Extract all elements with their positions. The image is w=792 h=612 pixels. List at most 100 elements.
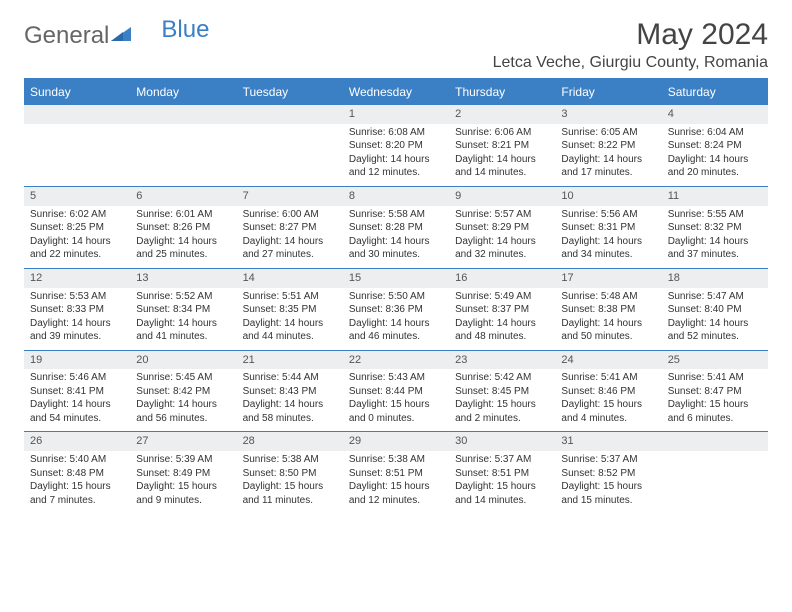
day-detail-cell: Sunrise: 5:47 AMSunset: 8:40 PMDaylight:…	[662, 288, 768, 351]
day-detail-cell: Sunrise: 5:43 AMSunset: 8:44 PMDaylight:…	[343, 369, 449, 432]
daylight-text: Daylight: 14 hours and 56 minutes.	[136, 398, 230, 425]
calendar-page: General Blue May 2024 Letca Veche, Giurg…	[0, 0, 792, 531]
sunrise-text: Sunrise: 5:56 AM	[561, 208, 655, 222]
day-detail-cell: Sunrise: 6:02 AMSunset: 8:25 PMDaylight:…	[24, 206, 130, 269]
day-detail-cell: Sunrise: 5:58 AMSunset: 8:28 PMDaylight:…	[343, 206, 449, 269]
sunrise-text: Sunrise: 5:41 AM	[561, 371, 655, 385]
day-number-cell: 14	[237, 268, 343, 287]
day-number-cell: 19	[24, 350, 130, 369]
location-text: Letca Veche, Giurgiu County, Romania	[493, 54, 768, 72]
day-detail-cell: Sunrise: 5:41 AMSunset: 8:47 PMDaylight:…	[662, 369, 768, 432]
sunset-text: Sunset: 8:40 PM	[668, 303, 762, 317]
day-number-cell: 26	[24, 432, 130, 451]
daylight-text: Daylight: 14 hours and 37 minutes.	[668, 235, 762, 262]
daylight-text: Daylight: 14 hours and 54 minutes.	[30, 398, 124, 425]
sunrise-text: Sunrise: 5:46 AM	[30, 371, 124, 385]
sunrise-text: Sunrise: 6:08 AM	[349, 126, 443, 140]
detail-row: Sunrise: 5:53 AMSunset: 8:33 PMDaylight:…	[24, 288, 768, 351]
sunset-text: Sunset: 8:22 PM	[561, 139, 655, 153]
daynum-row: 19202122232425	[24, 350, 768, 369]
sunset-text: Sunset: 8:26 PM	[136, 221, 230, 235]
day-number-cell: 15	[343, 268, 449, 287]
day-number-cell: 31	[555, 432, 661, 451]
daylight-text: Daylight: 14 hours and 32 minutes.	[455, 235, 549, 262]
daynum-row: 567891011	[24, 186, 768, 205]
sunrise-text: Sunrise: 6:02 AM	[30, 208, 124, 222]
day-number-cell: 1	[343, 105, 449, 124]
sunrise-text: Sunrise: 5:38 AM	[243, 453, 337, 467]
weekday-header: Thursday	[449, 80, 555, 105]
logo: General Blue	[24, 18, 209, 50]
daylight-text: Daylight: 14 hours and 27 minutes.	[243, 235, 337, 262]
weekday-header: Friday	[555, 80, 661, 105]
day-detail-cell: Sunrise: 5:37 AMSunset: 8:51 PMDaylight:…	[449, 451, 555, 513]
sunset-text: Sunset: 8:21 PM	[455, 139, 549, 153]
sunrise-text: Sunrise: 6:01 AM	[136, 208, 230, 222]
day-number-cell: 5	[24, 186, 130, 205]
sunset-text: Sunset: 8:48 PM	[30, 467, 124, 481]
sunrise-text: Sunrise: 5:43 AM	[349, 371, 443, 385]
day-detail-cell: Sunrise: 5:39 AMSunset: 8:49 PMDaylight:…	[130, 451, 236, 513]
sunrise-text: Sunrise: 5:40 AM	[30, 453, 124, 467]
sunset-text: Sunset: 8:36 PM	[349, 303, 443, 317]
sunset-text: Sunset: 8:47 PM	[668, 385, 762, 399]
day-detail-cell: Sunrise: 6:08 AMSunset: 8:20 PMDaylight:…	[343, 124, 449, 187]
day-number-cell: 30	[449, 432, 555, 451]
sunset-text: Sunset: 8:42 PM	[136, 385, 230, 399]
day-detail-cell: Sunrise: 6:06 AMSunset: 8:21 PMDaylight:…	[449, 124, 555, 187]
day-number-cell: 24	[555, 350, 661, 369]
daylight-text: Daylight: 15 hours and 11 minutes.	[243, 480, 337, 507]
weekday-header: Wednesday	[343, 80, 449, 105]
daylight-text: Daylight: 14 hours and 20 minutes.	[668, 153, 762, 180]
day-detail-cell: Sunrise: 5:41 AMSunset: 8:46 PMDaylight:…	[555, 369, 661, 432]
day-detail-cell: Sunrise: 5:37 AMSunset: 8:52 PMDaylight:…	[555, 451, 661, 513]
sunrise-text: Sunrise: 5:42 AM	[455, 371, 549, 385]
sunset-text: Sunset: 8:37 PM	[455, 303, 549, 317]
day-number-cell: 29	[343, 432, 449, 451]
sunrise-text: Sunrise: 5:58 AM	[349, 208, 443, 222]
sunrise-text: Sunrise: 5:53 AM	[30, 290, 124, 304]
logo-text-general: General	[24, 22, 109, 50]
day-detail-cell: Sunrise: 5:51 AMSunset: 8:35 PMDaylight:…	[237, 288, 343, 351]
weekday-header-row: Sunday Monday Tuesday Wednesday Thursday…	[24, 80, 768, 105]
detail-row: Sunrise: 5:46 AMSunset: 8:41 PMDaylight:…	[24, 369, 768, 432]
daynum-row: 262728293031	[24, 432, 768, 451]
day-detail-cell: Sunrise: 5:42 AMSunset: 8:45 PMDaylight:…	[449, 369, 555, 432]
sunrise-text: Sunrise: 6:05 AM	[561, 126, 655, 140]
daylight-text: Daylight: 14 hours and 12 minutes.	[349, 153, 443, 180]
day-detail-cell: Sunrise: 6:00 AMSunset: 8:27 PMDaylight:…	[237, 206, 343, 269]
title-block: May 2024 Letca Veche, Giurgiu County, Ro…	[493, 18, 768, 72]
daylight-text: Daylight: 14 hours and 58 minutes.	[243, 398, 337, 425]
sunrise-text: Sunrise: 5:45 AM	[136, 371, 230, 385]
logo-triangle-icon	[111, 22, 133, 50]
calendar-body: 1234Sunrise: 6:08 AMSunset: 8:20 PMDayli…	[24, 105, 768, 514]
day-number-cell: 23	[449, 350, 555, 369]
sunset-text: Sunset: 8:35 PM	[243, 303, 337, 317]
sunset-text: Sunset: 8:46 PM	[561, 385, 655, 399]
day-number-cell	[130, 105, 236, 124]
day-number-cell: 12	[24, 268, 130, 287]
day-number-cell	[662, 432, 768, 451]
daylight-text: Daylight: 15 hours and 14 minutes.	[455, 480, 549, 507]
day-number-cell: 4	[662, 105, 768, 124]
day-number-cell	[237, 105, 343, 124]
sunrise-text: Sunrise: 5:52 AM	[136, 290, 230, 304]
day-detail-cell: Sunrise: 5:53 AMSunset: 8:33 PMDaylight:…	[24, 288, 130, 351]
sunset-text: Sunset: 8:25 PM	[30, 221, 124, 235]
day-number-cell: 2	[449, 105, 555, 124]
sunrise-text: Sunrise: 5:37 AM	[455, 453, 549, 467]
daynum-row: 1234	[24, 105, 768, 124]
sunrise-text: Sunrise: 5:55 AM	[668, 208, 762, 222]
daylight-text: Daylight: 15 hours and 6 minutes.	[668, 398, 762, 425]
daylight-text: Daylight: 14 hours and 34 minutes.	[561, 235, 655, 262]
day-detail-cell: Sunrise: 5:38 AMSunset: 8:50 PMDaylight:…	[237, 451, 343, 513]
daylight-text: Daylight: 14 hours and 22 minutes.	[30, 235, 124, 262]
sunrise-text: Sunrise: 5:37 AM	[561, 453, 655, 467]
sunrise-text: Sunrise: 5:44 AM	[243, 371, 337, 385]
sunset-text: Sunset: 8:51 PM	[455, 467, 549, 481]
detail-row: Sunrise: 6:02 AMSunset: 8:25 PMDaylight:…	[24, 206, 768, 269]
day-detail-cell	[130, 124, 236, 187]
sunset-text: Sunset: 8:50 PM	[243, 467, 337, 481]
day-detail-cell	[237, 124, 343, 187]
day-detail-cell	[662, 451, 768, 513]
